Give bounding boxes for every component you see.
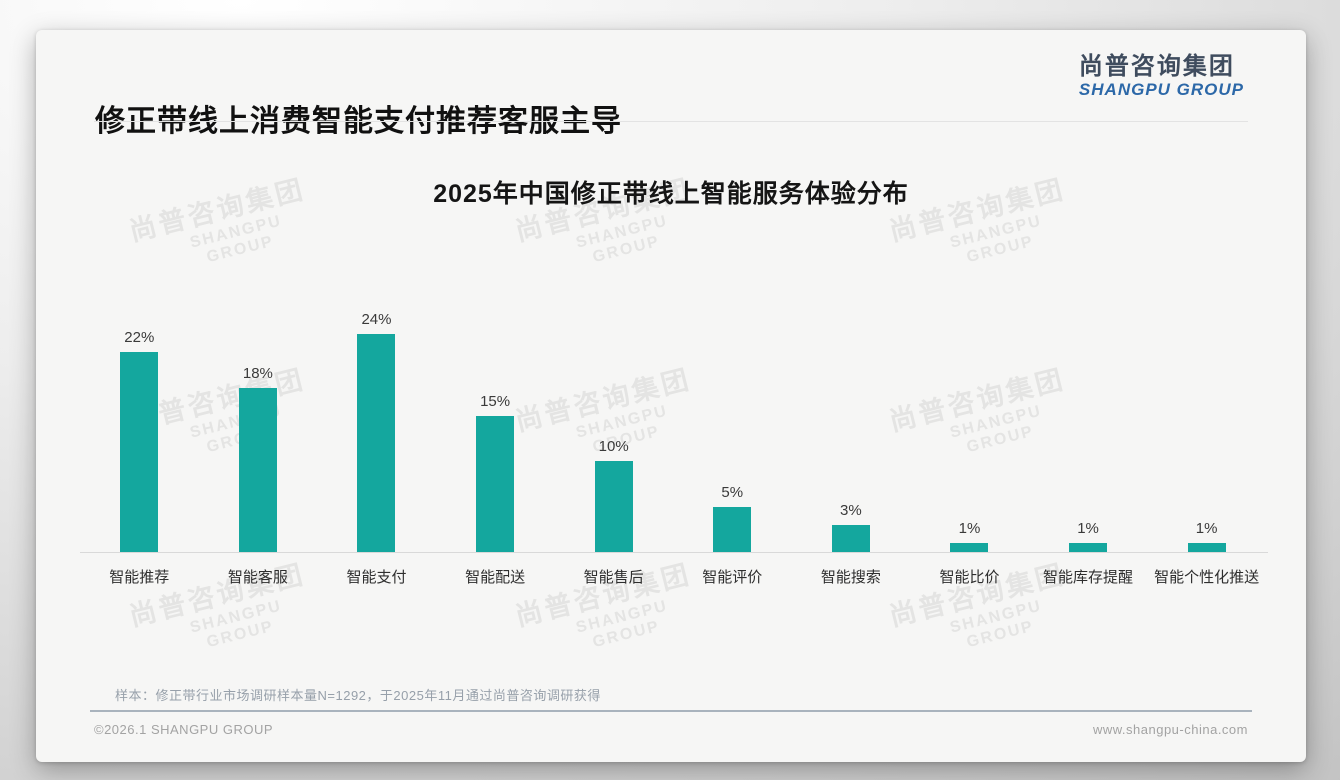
watermark-english-text: SHANGPU GROUP: [574, 597, 670, 652]
bar: [476, 416, 515, 552]
sample-note: 样本：修正带行业市场调研样本量N=1292，于2025年11月通过尚普咨询调研获…: [115, 688, 601, 703]
chart-title: 2025年中国修正带线上智能服务体验分布: [433, 180, 909, 208]
bar: [594, 461, 633, 552]
bar-column: 18%: [199, 365, 318, 552]
copyright-text: ©2026.1 SHANGPU GROUP: [94, 722, 274, 737]
category-label: 智能库存提醒: [1043, 569, 1134, 586]
bar-column: 24%: [317, 311, 436, 552]
bar-column: 10%: [554, 438, 673, 552]
bar-value-label: 24%: [361, 311, 392, 328]
bar: [238, 388, 277, 552]
category-label: 智能推荐: [109, 569, 170, 586]
category-label: 智能支付: [346, 569, 407, 586]
chart-region: 尚普咨询集团 SHANGPU GROUP 尚普咨询集团 SHANGPU GROUP 尚普…: [36, 30, 1306, 762]
bar-value-label: 15%: [480, 393, 511, 410]
bar: [831, 525, 870, 552]
bar-value-label: 1%: [1077, 520, 1099, 537]
bar-value-label: 10%: [598, 438, 629, 455]
bar-column: 1%: [910, 520, 1029, 552]
watermark-english-text: SHANGPU GROUP: [188, 597, 284, 652]
bar-value-label: 1%: [1195, 520, 1218, 537]
bar: [1187, 543, 1226, 552]
bar-column: 15%: [436, 393, 555, 552]
bar-plot: 22% 18% 24% 15% 10% 5% 3% 1% 1% 1%: [80, 30, 1266, 552]
bar-column: 5%: [673, 484, 792, 552]
bar-value-label: 22%: [124, 329, 155, 346]
bar-value-label: 3%: [840, 502, 862, 519]
bar-column: 1%: [1029, 520, 1148, 552]
category-label: 智能配送: [465, 569, 526, 586]
category-label: 智能比价: [939, 569, 1000, 586]
logo-english-text: SHANGPU GROUP: [1078, 80, 1244, 100]
bar: [120, 352, 159, 552]
x-axis-line: [80, 552, 1268, 553]
category-label: 智能个性化推送: [1154, 569, 1260, 586]
category-labels: 智能推荐 智能客服 智能支付 智能配送 智能售后 智能评价 智能搜索 智能比价 智能库存提醒 智能…: [80, 553, 1266, 587]
category-label: 智能售后: [583, 569, 644, 586]
bar-column: 3%: [792, 502, 911, 552]
category-label: 智能客服: [227, 569, 288, 586]
bar: [1069, 543, 1108, 552]
bar-column: 22%: [80, 329, 199, 552]
bar: [713, 507, 752, 552]
bar: [950, 543, 989, 552]
bar-value-label: 1%: [958, 520, 981, 537]
bar: [357, 334, 396, 552]
category-label: 智能搜索: [820, 569, 881, 586]
header-divider: [94, 121, 1248, 122]
footer-row: ©2026.1 SHANGPU GROUP www.shangpu-china.…: [94, 722, 1248, 737]
category-label: 智能评价: [702, 569, 763, 586]
slide-card: 尚普咨询集团 SHANGPU GROUP 尚普咨询集团 SHANGPU GROUP 尚普…: [36, 30, 1306, 762]
logo-chinese-text: 尚普咨询集团: [1078, 53, 1235, 80]
bar-value-label: 18%: [242, 365, 273, 382]
footer-divider: [90, 710, 1252, 712]
watermark-english-text: SHANGPU GROUP: [948, 597, 1044, 652]
website-text: www.shangpu-china.com: [1092, 722, 1248, 737]
company-logo: 尚普咨询集团 SHANGPU GROUP: [1078, 53, 1244, 101]
bar-column: 1%: [1147, 520, 1266, 552]
bar-value-label: 5%: [721, 484, 744, 501]
